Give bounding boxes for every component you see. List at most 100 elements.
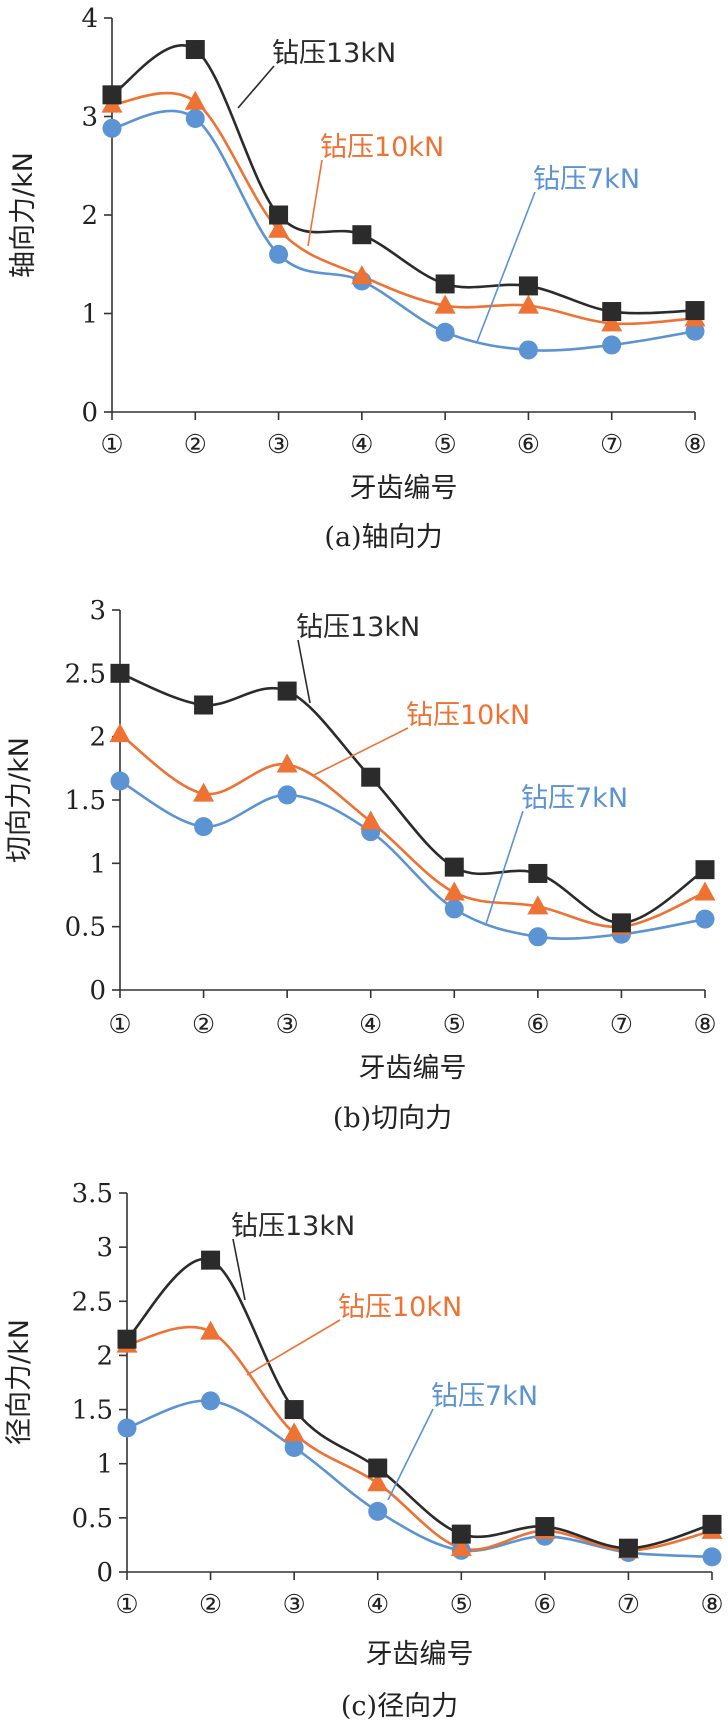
chart-0-xtick-label: ① <box>100 430 123 460</box>
chart-0-xtick-label: ⑦ <box>600 430 623 460</box>
chart-2-xtick-label: ② <box>199 1590 222 1620</box>
chart-1-series-2-leader <box>485 810 524 925</box>
chart-2-series-0-leader <box>232 1238 246 1301</box>
chart-0-series-2-leader <box>476 191 536 343</box>
chart-1-series-2-label: 钻压7kN <box>521 783 628 814</box>
chart-1-series-1-label: 钻压10kN <box>406 700 530 731</box>
chart-2-ytick-label: 3.5 <box>72 1179 113 1209</box>
chart-1-xtick-label: ④ <box>359 1010 382 1040</box>
chart-1-caption: (b)切向力 <box>333 1103 452 1134</box>
chart-2-ytick-label: 1 <box>96 1450 113 1480</box>
chart-1-series-0-point <box>695 860 715 880</box>
chart-1-xtick-label: ⑥ <box>526 1010 549 1040</box>
chart-2-series-1-label: 钻压10kN <box>338 1292 462 1323</box>
chart-1-series-0-point <box>611 913 631 933</box>
chart-2-series-1-point <box>200 1320 222 1340</box>
chart-2-series-0-point <box>368 1458 388 1478</box>
chart-1-xtick-label: ① <box>108 1010 131 1040</box>
chart-1-series-1-point <box>443 881 465 901</box>
chart-1-xtick-label: ⑤ <box>443 1010 466 1040</box>
chart-2-xtick-label: ⑧ <box>700 1590 723 1620</box>
chart-1-series-2-line <box>119 779 706 940</box>
chart-1-series-2-point <box>194 817 214 837</box>
chart-2-series-2-point <box>284 1437 304 1457</box>
chart-1-xtick-label: ⑦ <box>610 1010 633 1040</box>
chart-2-series-0-label: 钻压13kN <box>231 1211 355 1242</box>
chart-2-series-2-point <box>368 1501 388 1521</box>
chart-2-series-2-line <box>126 1399 713 1559</box>
chart-1-xtick-label: ② <box>192 1010 215 1040</box>
chart-0-series-1-point <box>184 90 206 110</box>
chart-0-series-2-point <box>435 322 455 342</box>
chart-2-series-1-line <box>126 1325 713 1552</box>
chart-0-series-2-point <box>685 321 705 341</box>
chart-0-series-0-point <box>518 276 538 296</box>
chart-2-series-1-point <box>367 1472 389 1492</box>
chart-2-series-0-point <box>702 1514 722 1534</box>
chart-1-x-title: 牙齿编号 <box>359 1053 467 1084</box>
chart-2-series-1-point <box>450 1537 472 1557</box>
chart-2-ytick-label: 2.5 <box>72 1287 113 1317</box>
chart-2-xtick-label: ⑤ <box>450 1590 473 1620</box>
chart-0-series-2-point <box>269 244 289 264</box>
chart-1-series-2-point <box>528 927 548 947</box>
chart-0-series-1-line <box>111 91 696 326</box>
chart-1-series-1-point <box>694 881 716 901</box>
chart-1-series-0-leader <box>297 639 311 704</box>
chart-0-series-1-point <box>351 265 373 285</box>
chart-1-y-title: 切向力/kN <box>4 737 35 863</box>
chart-2-series-2-point <box>702 1547 722 1567</box>
chart-1-series-0-label: 钻压13kN <box>296 612 420 643</box>
chart-0-series-2-point <box>518 340 538 360</box>
chart-1-ytick-label: 3 <box>89 596 106 626</box>
chart-0-series-2-point <box>102 118 122 138</box>
chart-2-series-2-label: 钻压7kN <box>431 1381 538 1412</box>
chart-2-series-0-point <box>201 1250 221 1270</box>
chart-0-series-1-leader <box>307 159 323 247</box>
chart-1-ytick-label: 0 <box>89 976 106 1006</box>
chart-2-series-1-leader <box>246 1319 341 1376</box>
chart-2-ytick-label: 0 <box>96 1558 113 1588</box>
chart-0-ytick-label: 1 <box>81 300 98 330</box>
chart-2-series-2-point <box>201 1391 221 1411</box>
chart-0-x-title: 牙齿编号 <box>350 473 458 504</box>
chart-0-y-title: 轴向力/kN <box>8 152 39 278</box>
chart-0-series-0-leader <box>237 65 275 109</box>
chart-1-series-2-point <box>110 771 130 791</box>
chart-1-series-2-point <box>277 785 297 805</box>
chart-0-series-0-point <box>685 301 705 321</box>
chart-0-series-2-point <box>602 335 622 355</box>
chart-2-xtick-label: ① <box>115 1590 138 1620</box>
chart-1-xtick-label: ③ <box>275 1010 298 1040</box>
chart-1-ytick-label: 2.5 <box>65 659 106 689</box>
chart-2-ytick-label: 2 <box>96 1341 113 1371</box>
chart-0-ytick-label: 0 <box>81 398 98 428</box>
chart-0-series-1-point <box>268 218 290 238</box>
chart-2-ytick-label: 3 <box>96 1233 113 1263</box>
chart-1-series-0-point <box>528 863 548 883</box>
chart-0-xtick-label: ② <box>184 430 207 460</box>
chart-2-xtick-label: ④ <box>366 1590 389 1620</box>
chart-0-series-1-point <box>434 294 456 314</box>
chart-1-series-1-leader <box>311 727 409 777</box>
chart-0-series-2-point <box>185 108 205 128</box>
chart-0-series-2-line <box>111 109 696 352</box>
chart-0-ytick-label: 3 <box>81 103 98 133</box>
chart-0-ytick-label: 2 <box>81 201 98 231</box>
chart-0-xtick-label: ④ <box>350 430 373 460</box>
chart-1-series-0-point <box>110 663 130 683</box>
chart-1-xtick-label: ⑧ <box>693 1010 716 1040</box>
chart-2-xtick-label: ③ <box>282 1590 305 1620</box>
chart-2-series-0-point <box>535 1517 555 1537</box>
chart-1-series-1-point <box>193 782 215 802</box>
chart-2-caption: (c)径向力 <box>341 1691 458 1722</box>
chart-1-ytick-label: 1.5 <box>65 786 106 816</box>
chart-2-ytick-label: 1.5 <box>72 1396 113 1426</box>
chart-0-xtick-label: ⑤ <box>433 430 456 460</box>
chart-1-series-0-point <box>361 767 381 787</box>
chart-1-series-1-point <box>527 895 549 915</box>
chart-1-series-2-point <box>444 899 464 919</box>
chart-2-series-1-point <box>283 1422 305 1442</box>
chart-0-ytick-label: 4 <box>81 4 98 34</box>
